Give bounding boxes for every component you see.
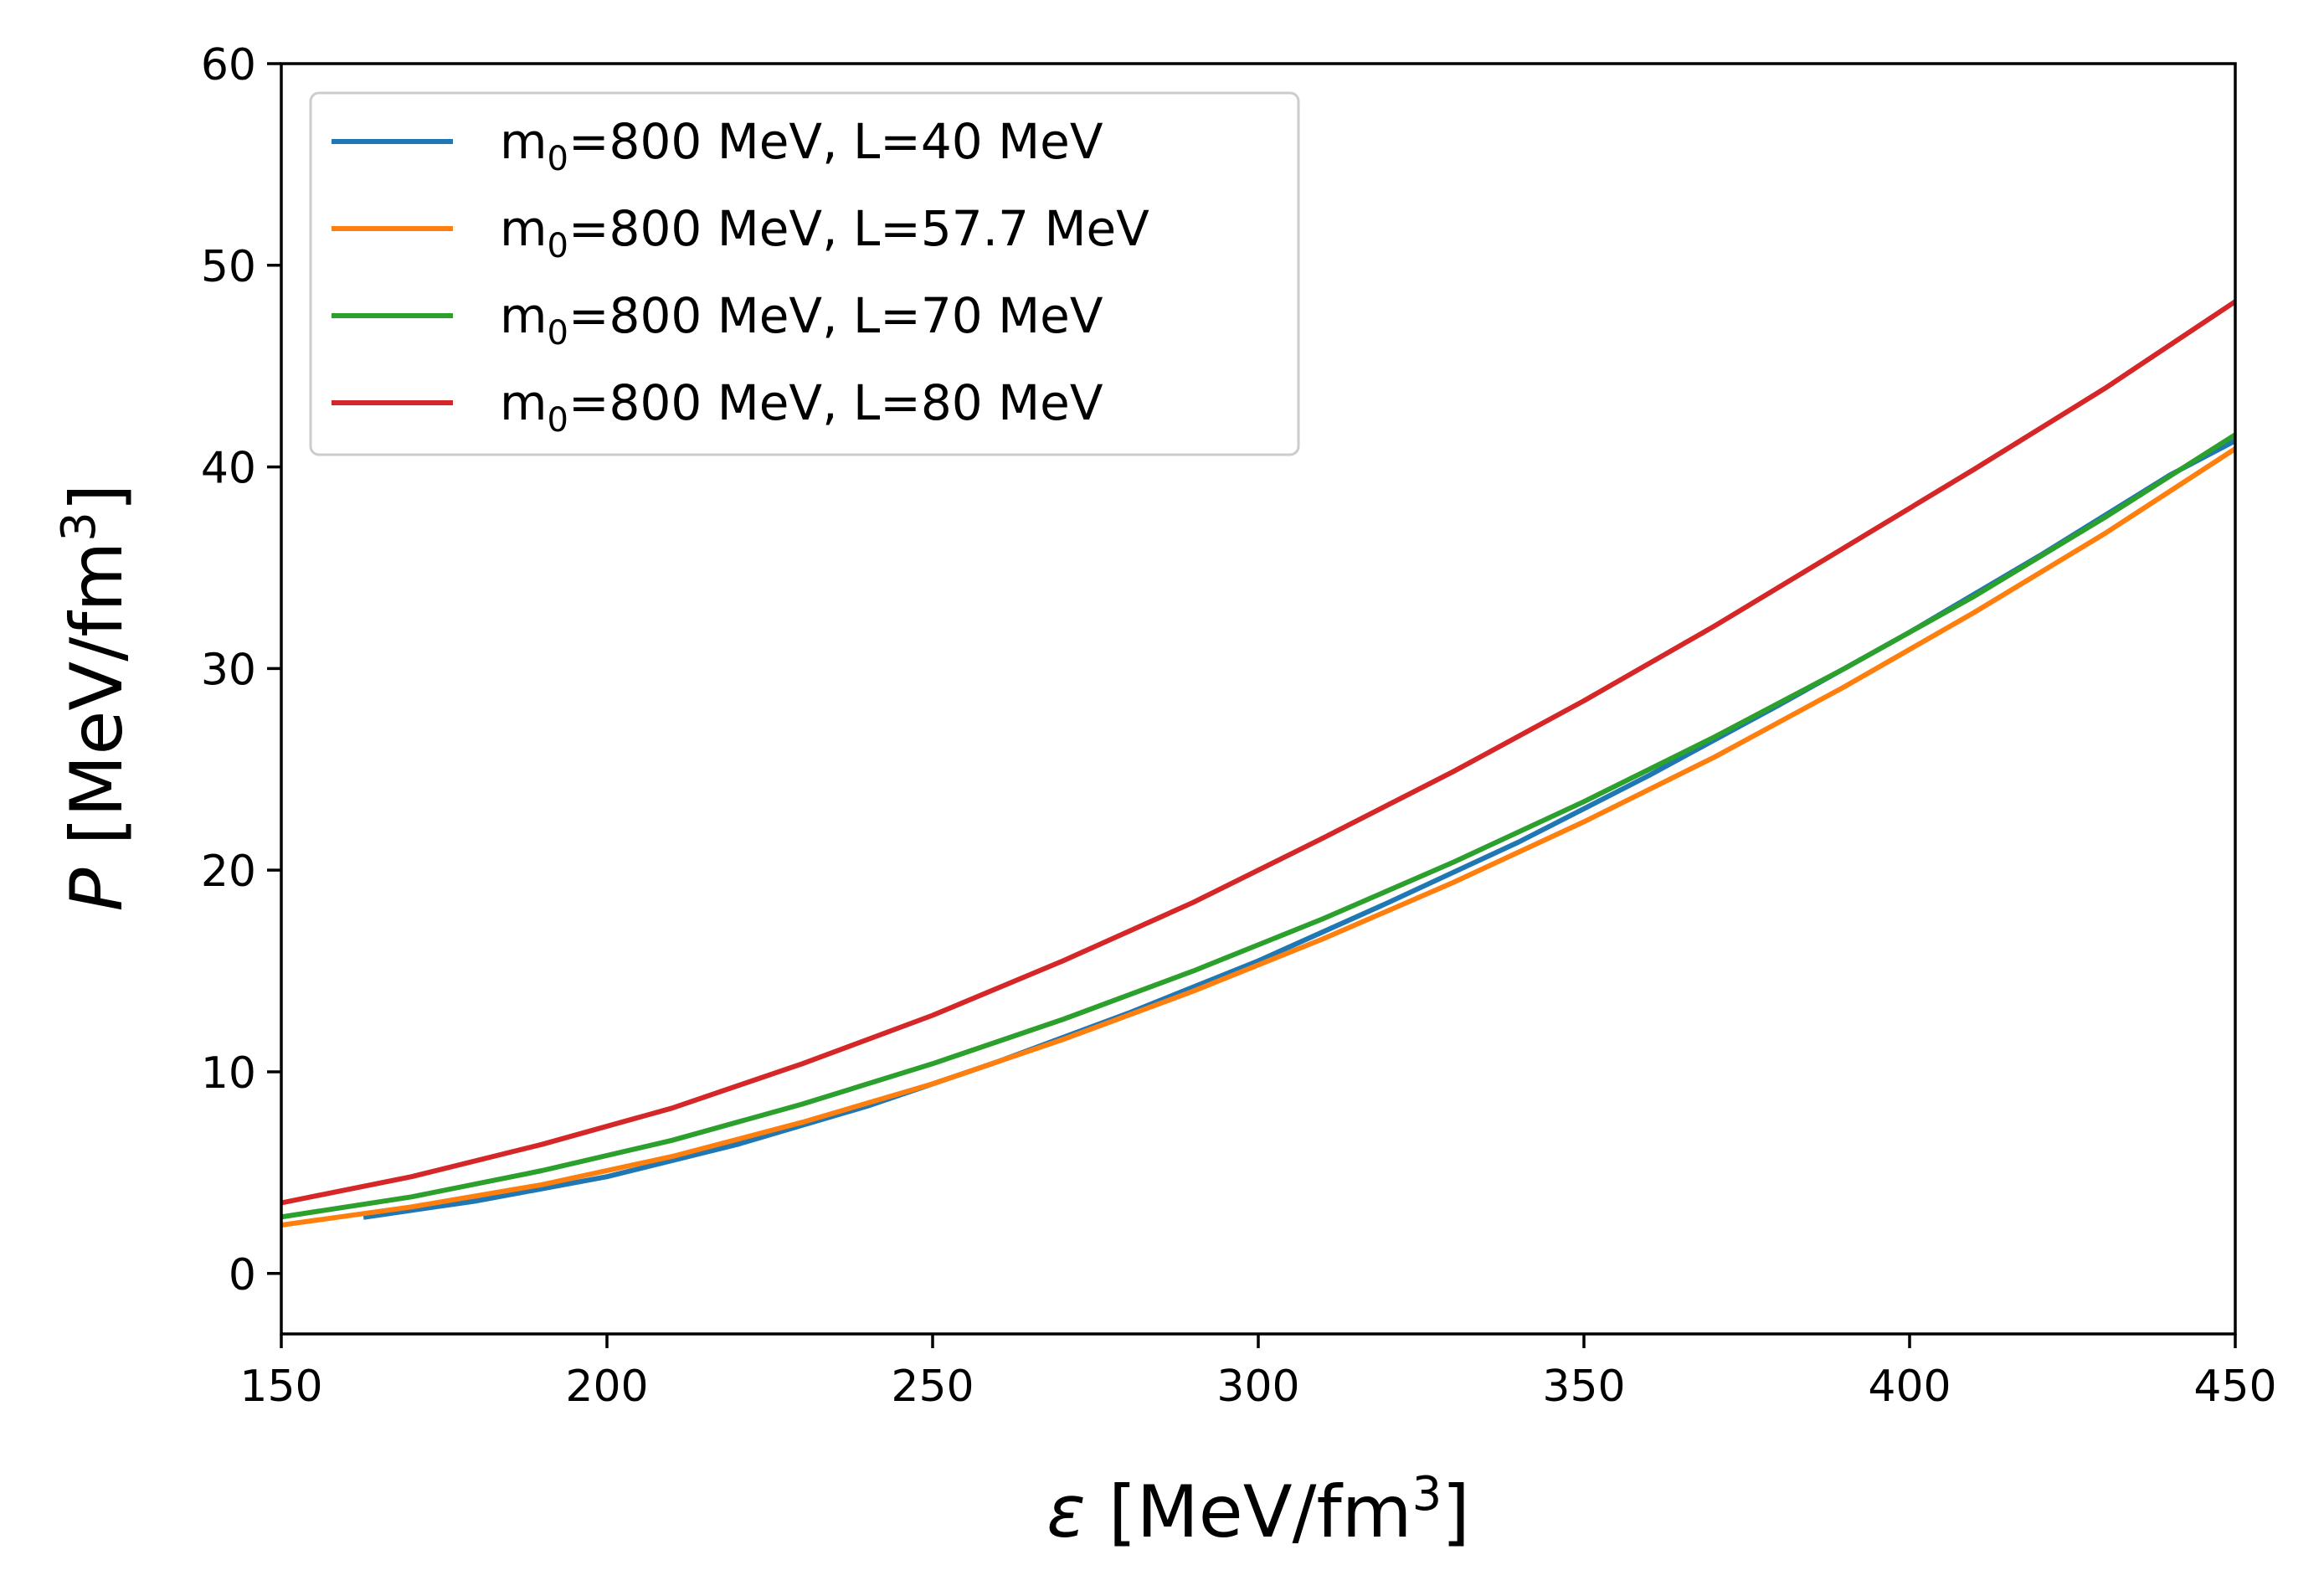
y-axis-unit: [MeV/fm — [55, 542, 139, 868]
legend-label-post: =800 MeV, L=80 MeV — [568, 374, 1103, 431]
x-axis-unit-close: ] — [1442, 1470, 1470, 1554]
y-tick-label: 30 — [201, 645, 256, 695]
legend-box — [309, 91, 1300, 456]
x-axis-unit-sup: 3 — [1412, 1467, 1442, 1521]
legend-label-sub: 0 — [548, 227, 568, 265]
x-tick-label: 350 — [1542, 1362, 1625, 1412]
x-axis-ticks: 150 200 250 300 350 400 450 — [239, 1334, 2277, 1412]
legend-label-sub: 0 — [548, 401, 568, 440]
legend-label-pre: m — [500, 287, 548, 344]
legend-label-post: =800 MeV, L=57.7 MeV — [568, 200, 1149, 257]
y-axis-symbol: P — [55, 868, 139, 911]
x-tick-label: 200 — [565, 1362, 648, 1412]
legend-label-2: m0=800 MeV, L=57.7 MeV — [500, 200, 1149, 265]
x-tick-label: 250 — [891, 1362, 974, 1412]
legend-label-4: m0=800 MeV, L=80 MeV — [500, 374, 1103, 440]
y-axis-unit-sup: 3 — [52, 512, 106, 542]
y-axis-unit-close: ] — [55, 484, 139, 512]
series-line-2 — [281, 445, 2235, 1228]
x-tick-label: 450 — [2193, 1362, 2276, 1412]
legend-label-sub: 0 — [548, 314, 568, 353]
x-axis-unit: [MeV/fm — [1086, 1470, 1412, 1554]
legend-label-pre: m — [500, 113, 548, 170]
y-tick-label: 40 — [201, 444, 256, 494]
x-tick-label: 150 — [239, 1362, 322, 1412]
legend-label-1: m0=800 MeV, L=40 MeV — [500, 113, 1103, 178]
y-axis-title: P [MeV/fm3] — [52, 484, 139, 912]
y-axis-ticks: 0 10 20 30 40 50 60 — [201, 40, 281, 1300]
y-tick-label: 60 — [201, 40, 256, 90]
x-axis-title: ε [MeV/fm3] — [1046, 1467, 1470, 1554]
x-axis-symbol: ε — [1046, 1470, 1086, 1554]
x-tick-label: 400 — [1868, 1362, 1951, 1412]
y-tick-label: 10 — [201, 1048, 256, 1099]
series-line-3 — [281, 431, 2235, 1220]
y-tick-label: 0 — [229, 1250, 256, 1300]
legend-label-pre: m — [500, 374, 548, 431]
y-tick-label: 20 — [201, 847, 256, 897]
legend-label-post: =800 MeV, L=70 MeV — [568, 287, 1103, 344]
series-layer — [281, 298, 2235, 1228]
y-tick-label: 50 — [201, 242, 256, 292]
legend-label-pre: m — [500, 200, 548, 257]
legend-label-3: m0=800 MeV, L=70 MeV — [500, 287, 1103, 353]
series-line-4 — [281, 298, 2235, 1206]
legend-label-sub: 0 — [548, 140, 568, 178]
legend-label-post: =800 MeV, L=40 MeV — [568, 113, 1103, 170]
x-tick-label: 300 — [1216, 1362, 1299, 1412]
